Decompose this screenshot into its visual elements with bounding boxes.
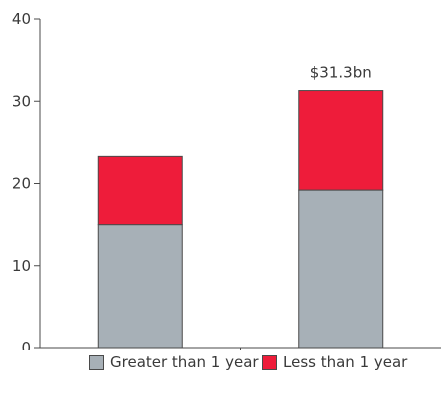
bar-2006-greater-than-1-year — [298, 189, 384, 349]
y-tick-label-30: 30 — [12, 92, 31, 110]
legend-item-greater-than-1-year: Greater than 1 year — [89, 353, 259, 371]
y-tick-label-40: 40 — [12, 10, 31, 28]
bars — [97, 90, 384, 349]
annotations: $31.3bn — [310, 64, 372, 82]
bar-2005-greater-than-1-year — [97, 224, 183, 349]
legend-item-less-than-1-year: Less than 1 year — [262, 353, 407, 371]
legend-label-less: Less than 1 year — [283, 353, 408, 371]
bar-2005-less-than-1-year — [97, 155, 183, 226]
legend-label-greater: Greater than 1 year — [110, 353, 259, 371]
total-label-2006: $31.3bn — [310, 64, 372, 82]
y-axis: 0 10 20 30 40 — [12, 10, 41, 350]
legend-swatch-greater — [89, 354, 104, 370]
legend-swatch-less — [262, 354, 277, 370]
legend: Greater than 1 year Less than 1 year — [0, 353, 441, 379]
y-tick-label-0: 0 — [21, 339, 31, 350]
y-tick-label-20: 20 — [12, 175, 31, 193]
y-tick-label-10: 10 — [12, 257, 31, 275]
bar-2006-less-than-1-year — [298, 90, 384, 191]
